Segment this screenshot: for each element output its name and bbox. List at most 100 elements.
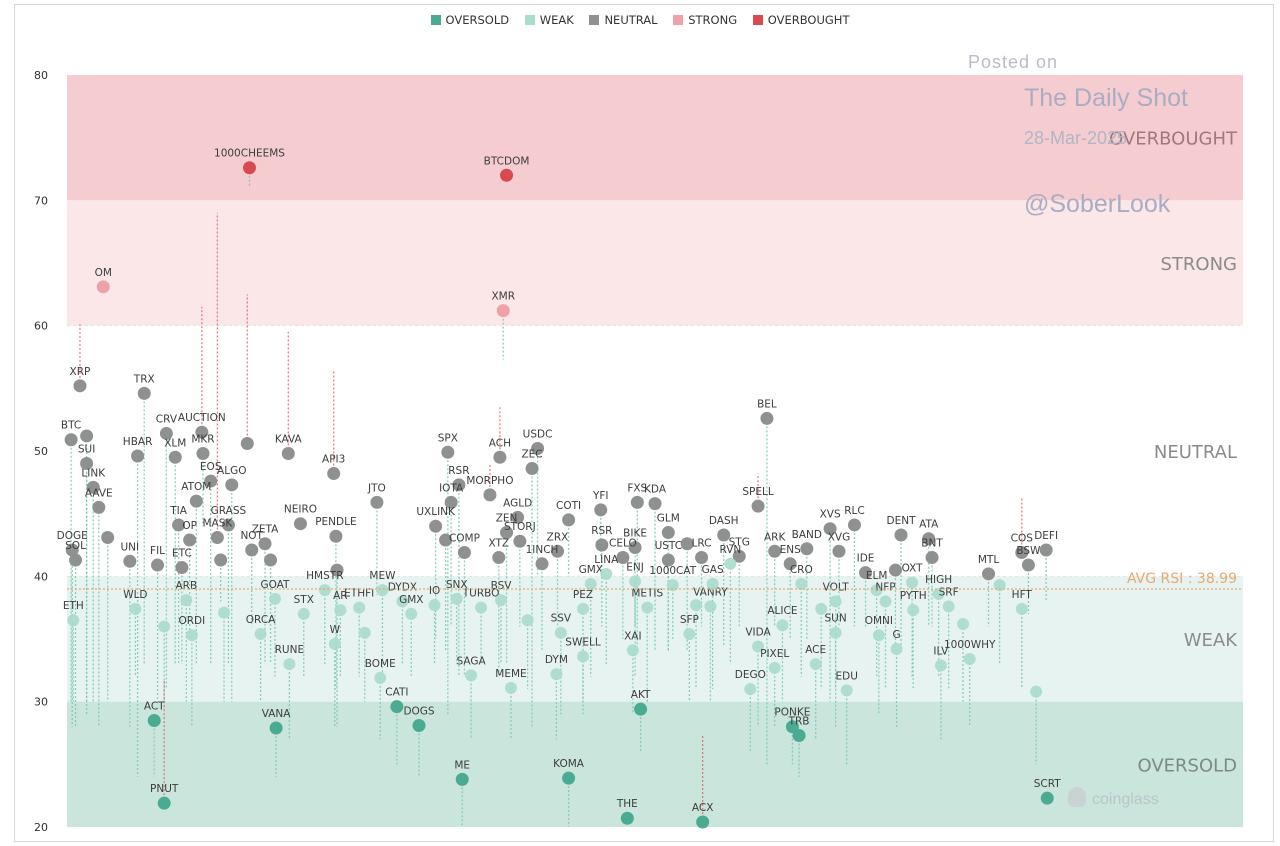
point-label: MEW xyxy=(369,570,396,582)
point-label: XVG xyxy=(828,531,851,543)
data-point xyxy=(535,557,549,571)
source-label: coinglass xyxy=(1092,791,1159,808)
legend-item-overbought[interactable]: OVERBOUGHT xyxy=(752,13,850,27)
data-point xyxy=(783,557,797,571)
point-label: ALICE xyxy=(767,605,797,617)
point-label: SCRT xyxy=(1034,778,1062,790)
point-label: ZRX xyxy=(547,531,569,543)
data-point xyxy=(1039,543,1053,557)
legend-item-neutral[interactable]: NEUTRAL xyxy=(589,13,658,27)
data-point xyxy=(925,551,939,565)
data-point xyxy=(511,510,525,524)
point-label: IOTA xyxy=(439,482,464,494)
data-point xyxy=(661,525,675,539)
data-point xyxy=(69,553,83,567)
data-point xyxy=(245,543,259,557)
data-point xyxy=(800,542,814,556)
legend-label: OVERBOUGHT xyxy=(767,13,850,27)
data-point xyxy=(123,554,137,568)
data-point xyxy=(513,534,527,548)
legend-item-strong[interactable]: STRONG xyxy=(673,13,737,27)
data-point xyxy=(704,600,717,613)
point-label: OMNI xyxy=(865,615,893,627)
zone-bands: OVERBOUGHT STRONG NEUTRAL WEAK OVERSOLD xyxy=(67,75,1243,827)
data-point xyxy=(829,626,842,639)
point-label: SPELL xyxy=(742,486,773,498)
point-label: BTCDOM xyxy=(484,155,530,167)
point-label: DYM xyxy=(545,654,568,666)
data-point xyxy=(496,304,510,318)
point-label: MASK xyxy=(202,517,233,529)
legend-item-oversold[interactable]: OVERSOLD xyxy=(430,13,509,27)
data-point xyxy=(428,599,441,612)
data-point xyxy=(628,541,642,555)
point-label: HBAR xyxy=(123,436,153,448)
data-point xyxy=(732,549,746,563)
point-label: EDU xyxy=(836,670,858,682)
data-point xyxy=(888,563,902,577)
data-point xyxy=(776,619,789,632)
data-point xyxy=(495,594,508,607)
point-label: UNI xyxy=(121,541,140,553)
data-point xyxy=(137,386,151,400)
data-point xyxy=(504,681,517,694)
point-label: MKR xyxy=(191,434,214,446)
point-label: TRX xyxy=(133,373,155,385)
point-label: IDE xyxy=(857,553,875,565)
point-label: FIL xyxy=(150,545,165,557)
y-tick-label: 50 xyxy=(34,445,48,458)
point-label: LINK xyxy=(81,467,106,479)
point-label: ORDI xyxy=(179,615,206,627)
point-label: DOGS xyxy=(403,705,434,717)
point-label: ENJ xyxy=(626,561,644,573)
point-label: SNX xyxy=(446,579,468,591)
point-label: SOL xyxy=(65,540,86,552)
data-point xyxy=(521,614,534,627)
point-label: 1INCH xyxy=(526,544,559,556)
point-label: MORPHO xyxy=(466,475,513,487)
point-label: VANA xyxy=(262,708,292,720)
legend: OVERSOLD WEAK NEUTRAL STRONG OVERBOUGHT xyxy=(0,13,1280,27)
data-point xyxy=(390,700,404,714)
data-point xyxy=(86,480,100,494)
data-point xyxy=(283,658,296,671)
point-label: KOMA xyxy=(553,758,585,770)
point-label: DEGO xyxy=(735,669,766,681)
data-point xyxy=(626,644,639,657)
data-point xyxy=(157,796,171,810)
data-point xyxy=(942,600,955,613)
data-point xyxy=(328,638,341,651)
data-point xyxy=(648,497,662,511)
legend-item-weak[interactable]: WEAK xyxy=(524,13,574,27)
data-point xyxy=(376,584,389,597)
point-label: 1000CAT xyxy=(649,565,696,577)
point-label: STORJ xyxy=(504,521,536,533)
point-label: ORCA xyxy=(246,614,276,626)
data-point xyxy=(957,617,970,630)
data-point xyxy=(629,575,642,588)
point-label: XAI xyxy=(624,630,641,642)
data-point xyxy=(832,544,846,558)
data-point xyxy=(680,537,694,551)
data-point xyxy=(1015,546,1029,560)
watermark-handle: @SoberLook xyxy=(1024,190,1171,218)
data-point xyxy=(531,441,545,455)
data-point xyxy=(293,517,307,531)
point-label: THE xyxy=(616,798,638,810)
data-point xyxy=(297,607,310,620)
legend-swatch xyxy=(589,15,600,25)
point-label: TRB xyxy=(788,716,810,728)
data-point xyxy=(562,771,576,785)
data-point xyxy=(180,594,193,607)
point-label: ETH xyxy=(63,600,84,612)
data-point xyxy=(65,543,79,557)
data-point xyxy=(1015,602,1028,615)
data-point xyxy=(551,544,565,558)
point-label: GMX xyxy=(579,564,603,576)
point-label: API3 xyxy=(322,454,345,466)
legend-swatch xyxy=(524,15,535,25)
point-label: XMR xyxy=(491,291,515,303)
data-point xyxy=(872,629,885,642)
point-label: PENDLE xyxy=(315,516,356,528)
data-point xyxy=(525,462,539,476)
